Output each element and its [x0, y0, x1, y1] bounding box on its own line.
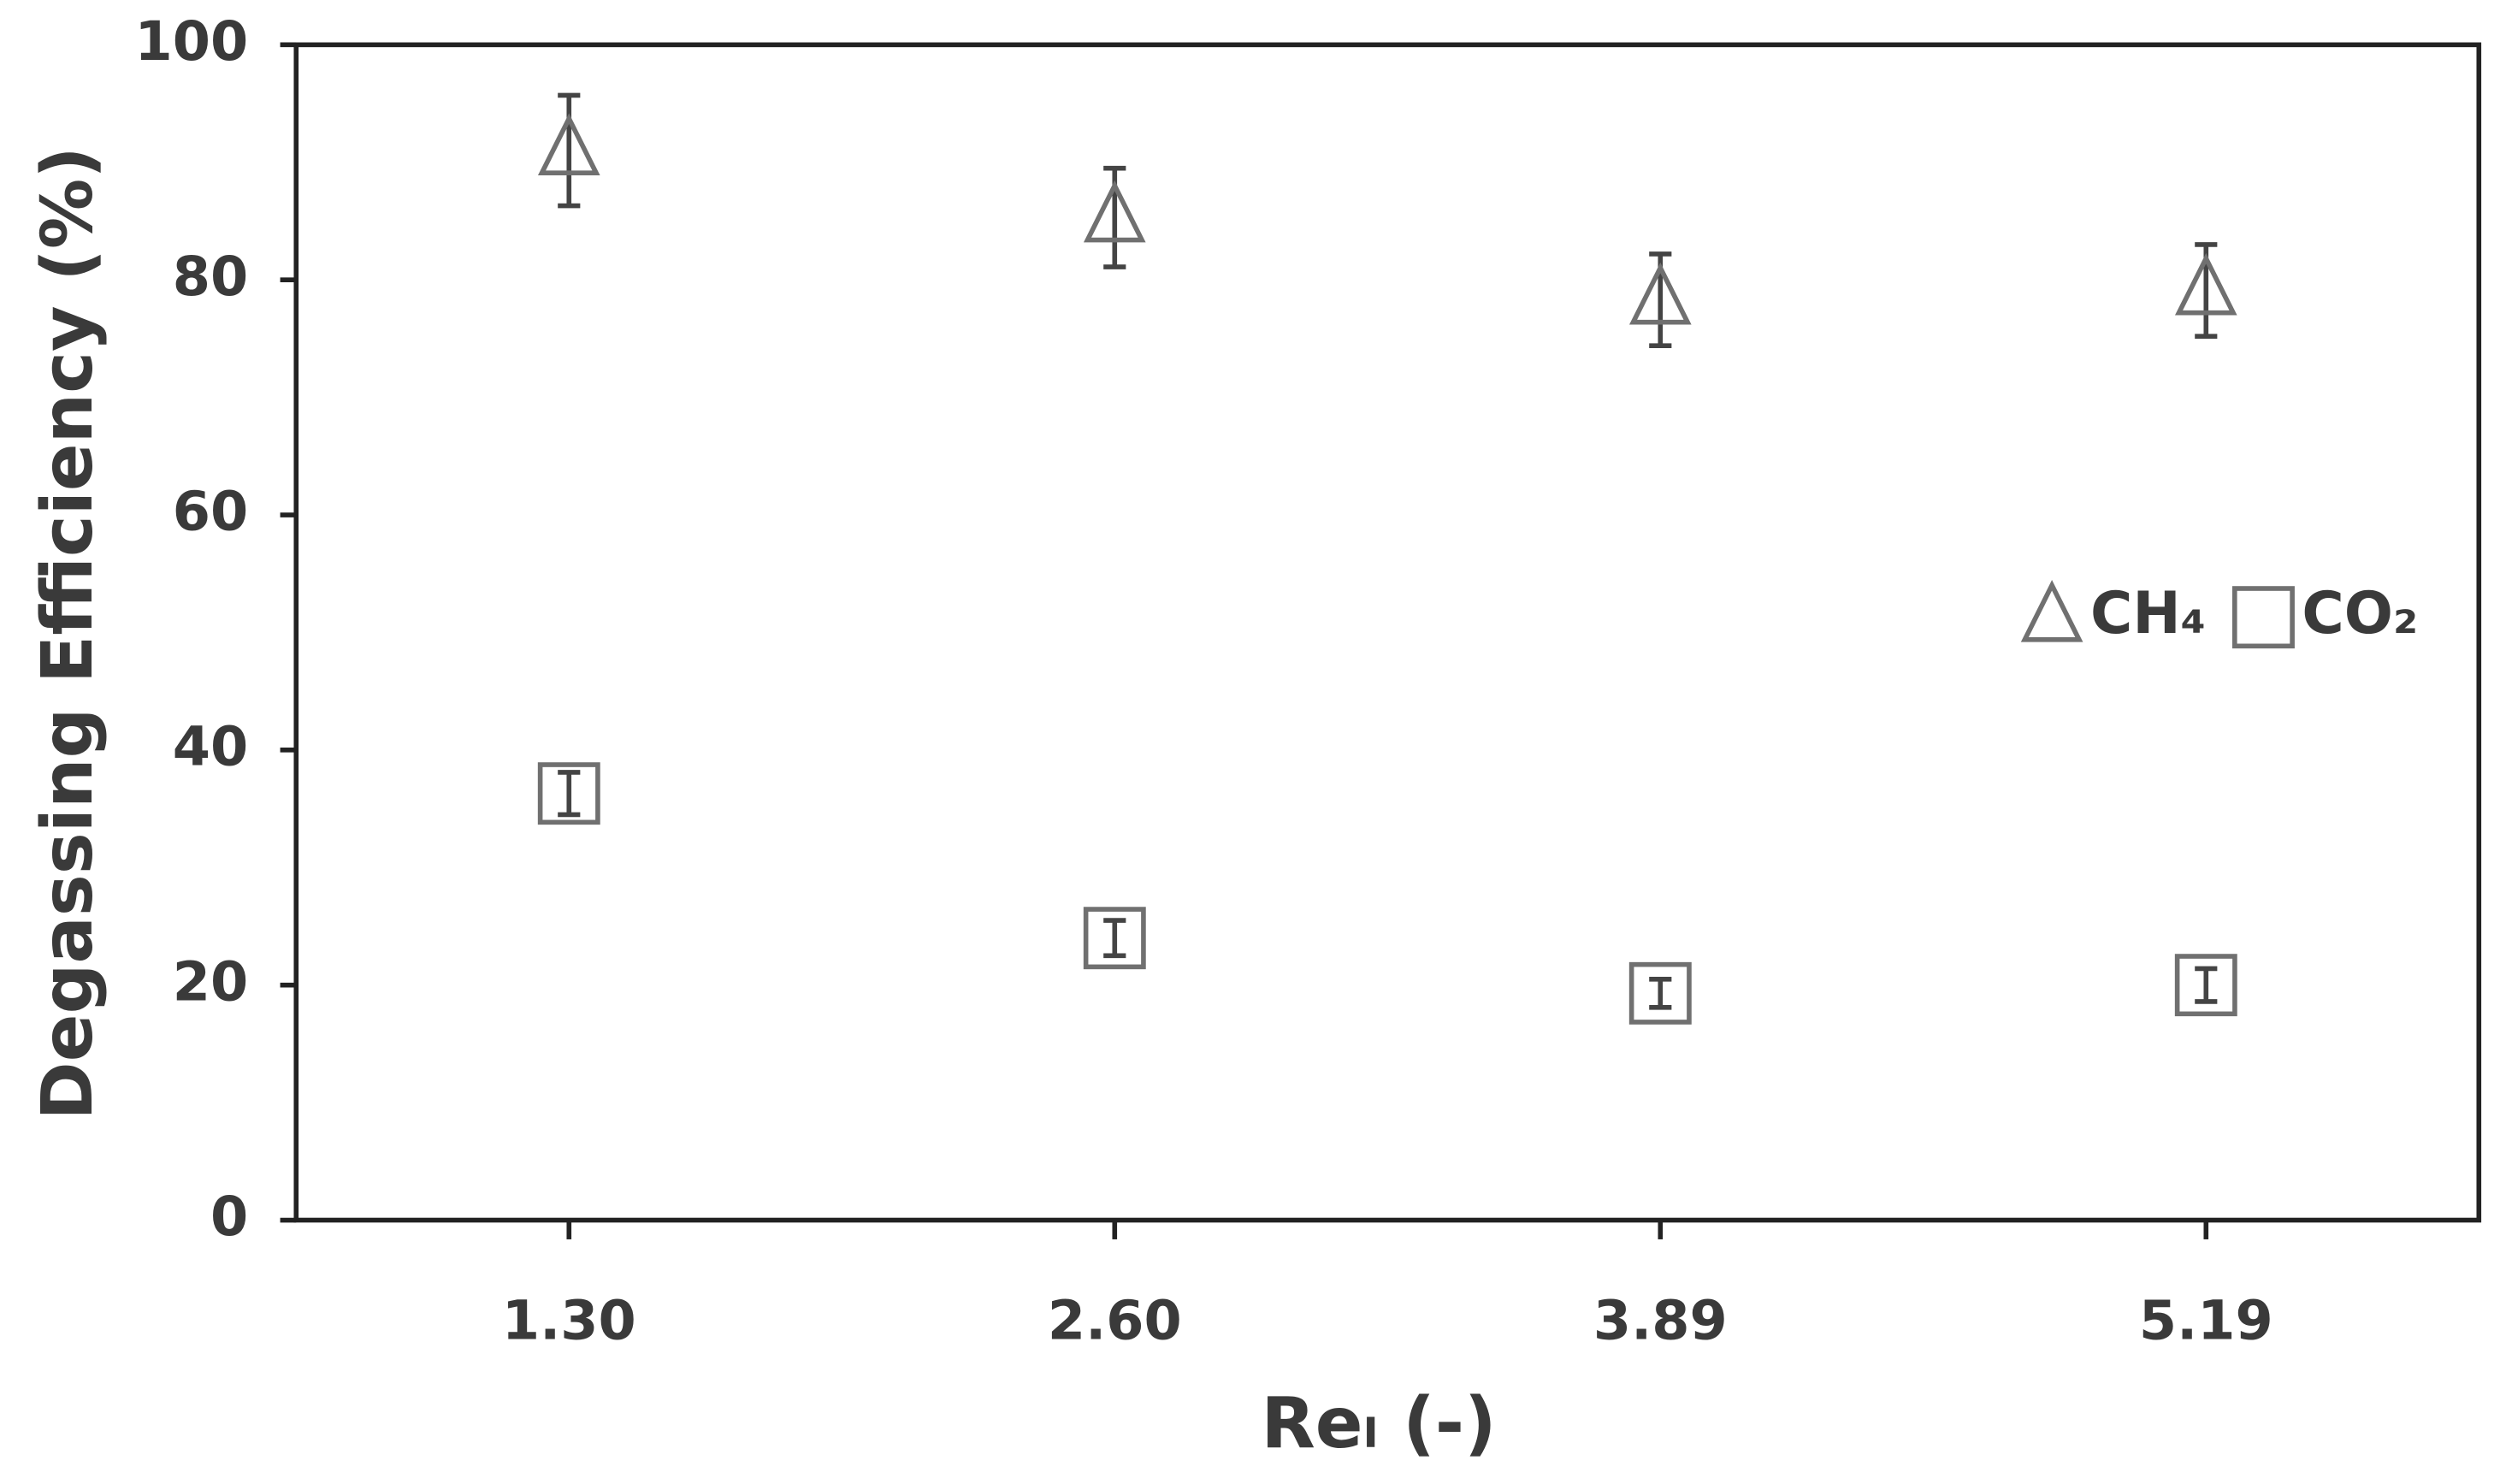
plot-frame	[293, 42, 2482, 1223]
legend-label: CO₂	[2302, 580, 2418, 647]
data-point	[1628, 961, 1692, 1025]
data-point	[1083, 907, 1146, 970]
legend-marker	[2232, 586, 2295, 649]
error-bar	[558, 770, 581, 818]
data-point	[1083, 180, 1146, 243]
legend-marker	[2020, 580, 2083, 642]
y-tick-label: 100	[135, 9, 249, 73]
x-tick-label: 3.89	[1593, 1289, 1728, 1352]
y-tick-label: 0	[210, 1185, 248, 1248]
y-tick-label: 60	[173, 480, 248, 543]
x-tick-label: 5.19	[2139, 1289, 2273, 1352]
legend-label: CH₄	[2090, 580, 2206, 647]
data-point	[2174, 252, 2237, 316]
y-tick-label: 40	[173, 714, 248, 777]
data-point	[537, 762, 600, 825]
y-tick-label: 20	[173, 949, 248, 1013]
data-point	[537, 113, 600, 176]
data-point	[2174, 954, 2237, 1017]
y-tick-label: 80	[173, 245, 248, 308]
error-bar	[1103, 918, 1126, 959]
y-axis-title: Degassing Efficiency (%)	[27, 146, 109, 1120]
x-axis-title: Reₗ (-)	[1261, 1383, 1496, 1464]
error-bar	[558, 92, 581, 209]
error-bar	[1649, 977, 1672, 1010]
error-bar	[2195, 966, 2218, 1004]
x-tick-label: 2.60	[1048, 1289, 1182, 1352]
x-tick-label: 1.30	[502, 1289, 636, 1352]
data-point	[1628, 262, 1692, 325]
